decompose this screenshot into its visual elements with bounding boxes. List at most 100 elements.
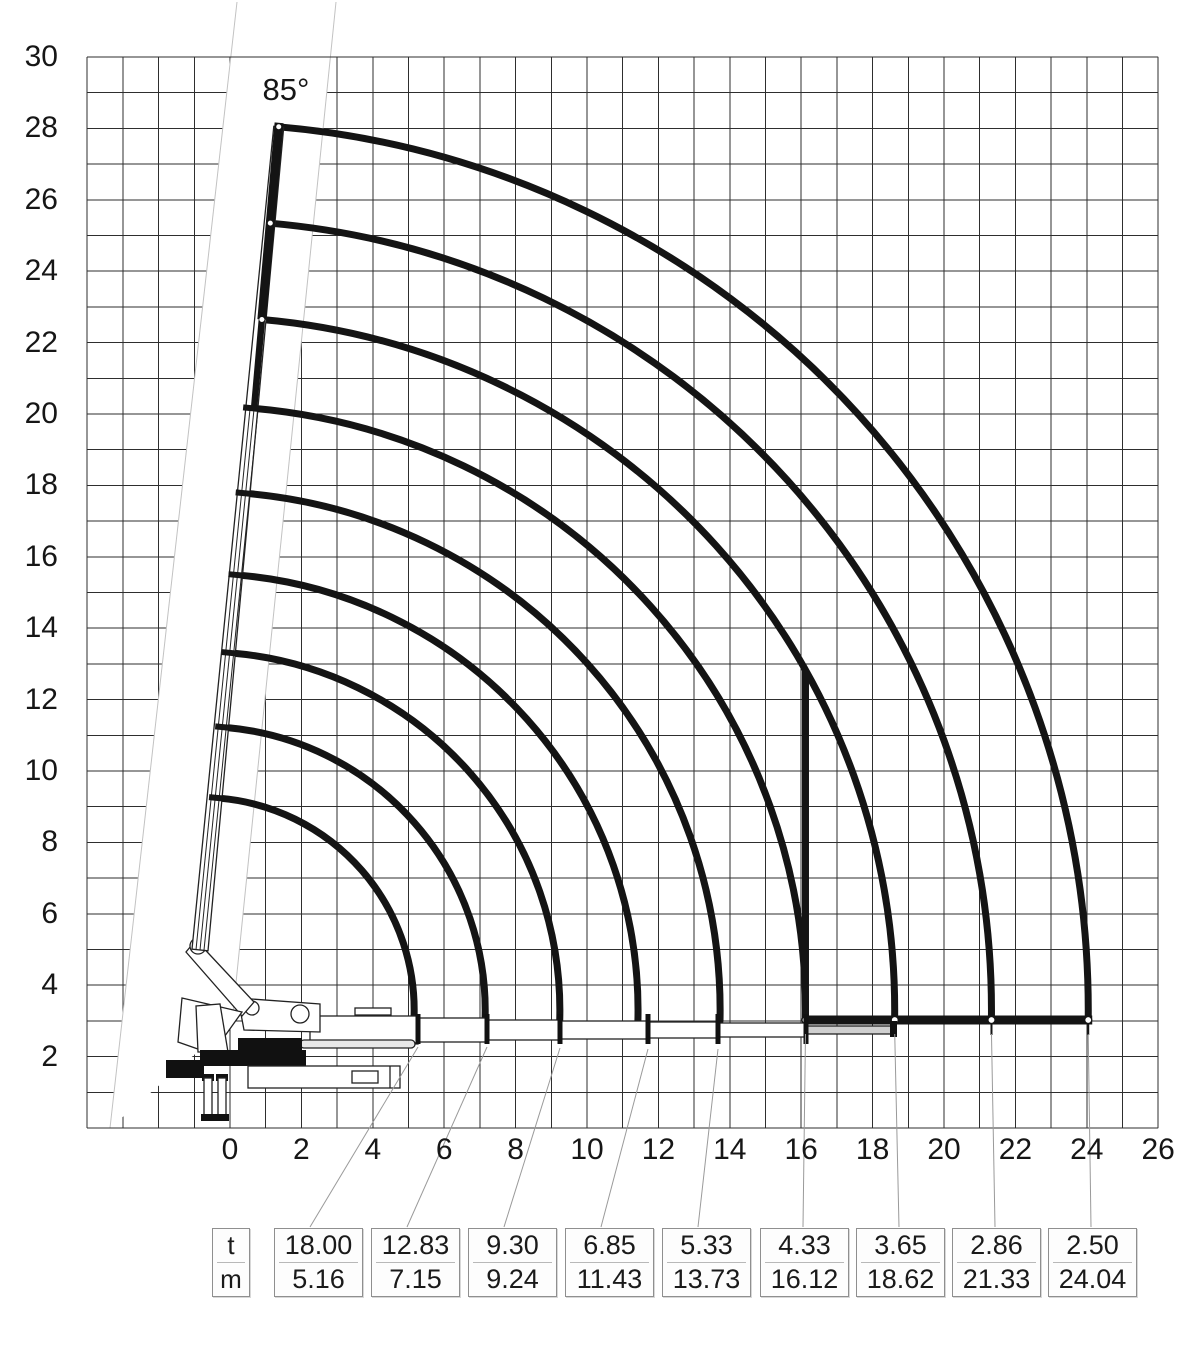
leader-line (503, 1047, 561, 1228)
tonnage-value: 4.33 (778, 1230, 831, 1260)
boom-clamp (228, 571, 251, 580)
boom-joint (715, 1014, 721, 1044)
x-tick-label: 20 (927, 1133, 961, 1166)
x-tick-label: 18 (855, 1133, 890, 1166)
boom-joint (557, 1014, 563, 1044)
knuckle-link (185, 939, 255, 1017)
stabilizer-leg (203, 1077, 213, 1117)
leader-lines (309, 1033, 1092, 1228)
leader-line (697, 1048, 719, 1228)
y-tick-label: 26 (24, 182, 58, 216)
tonnage-value: 2.86 (970, 1230, 1023, 1260)
stabilizer-foot (201, 1114, 215, 1121)
boom-angle-label: 85° (262, 72, 310, 107)
load-curve (258, 316, 899, 1025)
boom-clamp (214, 723, 238, 732)
y-tick-label: 18 (24, 468, 58, 502)
leader-line (309, 1046, 419, 1228)
stabilizer-leg (217, 1077, 227, 1117)
boom-section (647, 1021, 719, 1039)
x-tick-label: 26 (1141, 1133, 1175, 1166)
load-curve (216, 794, 418, 1025)
value-divider (765, 1262, 844, 1263)
boom-joint (803, 1014, 809, 1044)
leader-line (406, 1046, 488, 1228)
x-tick-label: 6 (435, 1133, 453, 1166)
tonnage-value: 18.00 (284, 1230, 353, 1260)
capacity-column: 5.33 13.73 (662, 1228, 751, 1297)
outreach-value: 13.73 (672, 1264, 741, 1294)
x-tick-label: 12 (641, 1133, 676, 1166)
boom-section (717, 1022, 807, 1038)
capacity-column: 9.30 9.24 (468, 1228, 557, 1297)
x-tick-label: 22 (998, 1133, 1033, 1166)
capacity-column: 12.83 7.15 (371, 1228, 460, 1297)
unit-top-label: t (227, 1230, 235, 1260)
leader-line (990, 1033, 996, 1228)
value-divider (473, 1262, 552, 1263)
y-tick-label: 14 (24, 611, 58, 645)
stabilizer-foot (215, 1114, 229, 1121)
y-tick-label: 6 (41, 896, 58, 930)
x-tick-label: 4 (364, 1133, 382, 1166)
boom-clamp (208, 794, 232, 803)
capacity-column: 18.00 5.16 (274, 1228, 363, 1297)
y-tick-label: 8 (41, 825, 58, 859)
load-curve (243, 489, 724, 1025)
value-divider (861, 1262, 940, 1263)
boom-section (559, 1020, 649, 1040)
load-curve (266, 219, 995, 1025)
stabilizer-box (166, 1060, 204, 1078)
x-tick-label: 2 (293, 1133, 310, 1166)
load-curves (216, 123, 1092, 1025)
value-divider (279, 1262, 358, 1263)
outreach-marker (987, 1015, 996, 1025)
boom-end-cap (890, 1021, 897, 1037)
tonnage-value: 12.83 (381, 1230, 450, 1260)
boom-joint (415, 1014, 421, 1044)
y-tick-label: 16 (24, 539, 58, 573)
tonnage-value: 5.33 (680, 1230, 733, 1260)
value-divider (376, 1262, 455, 1263)
tonnage-value: 2.50 (1066, 1230, 1119, 1260)
curve-start-marker (276, 124, 282, 130)
y-tick-label: 12 (24, 682, 58, 716)
y-tick-label: 10 (24, 754, 58, 787)
boom-clamp (235, 489, 258, 498)
curve-start-marker (259, 317, 265, 323)
outreach-value: 7.15 (389, 1264, 442, 1294)
outreach-value: 16.12 (770, 1264, 839, 1294)
value-divider (667, 1262, 746, 1263)
crane-illustration (166, 122, 897, 1121)
y-tick-label: 22 (24, 325, 58, 359)
y-tick-label: 20 (24, 397, 58, 430)
x-tick-label: 0 (221, 1133, 239, 1166)
leader-line (894, 1033, 900, 1228)
leader-line (600, 1048, 649, 1228)
x-tick-label: 8 (507, 1133, 524, 1166)
capacity-column: 3.65 18.62 (856, 1228, 945, 1297)
outreach-value: 21.33 (962, 1264, 1031, 1294)
load-curve (236, 571, 642, 1025)
y-tick-label: 24 (24, 254, 58, 288)
outreach-value: 5.16 (292, 1264, 345, 1294)
load-curve (229, 649, 564, 1025)
boom-solid-section (250, 319, 266, 409)
outreach-value: 18.62 (866, 1264, 935, 1294)
boom-section (417, 1017, 488, 1043)
arm-pivot (290, 1004, 310, 1024)
value-divider (1053, 1262, 1132, 1263)
crane-base (200, 1050, 306, 1066)
value-divider (957, 1262, 1036, 1263)
slew-housing (238, 1038, 302, 1050)
capacity-column: 6.85 11.43 (565, 1228, 654, 1297)
leader-line (1087, 1033, 1092, 1228)
unit-divider (217, 1262, 245, 1263)
outreach-value: 11.43 (576, 1264, 643, 1294)
y-tick-label: 2 (41, 1039, 58, 1073)
capacity-column: 4.33 16.12 (760, 1228, 849, 1297)
y-tick-label: 30 (24, 40, 58, 73)
boom-joint (484, 1014, 490, 1044)
load-curve (250, 404, 809, 1025)
